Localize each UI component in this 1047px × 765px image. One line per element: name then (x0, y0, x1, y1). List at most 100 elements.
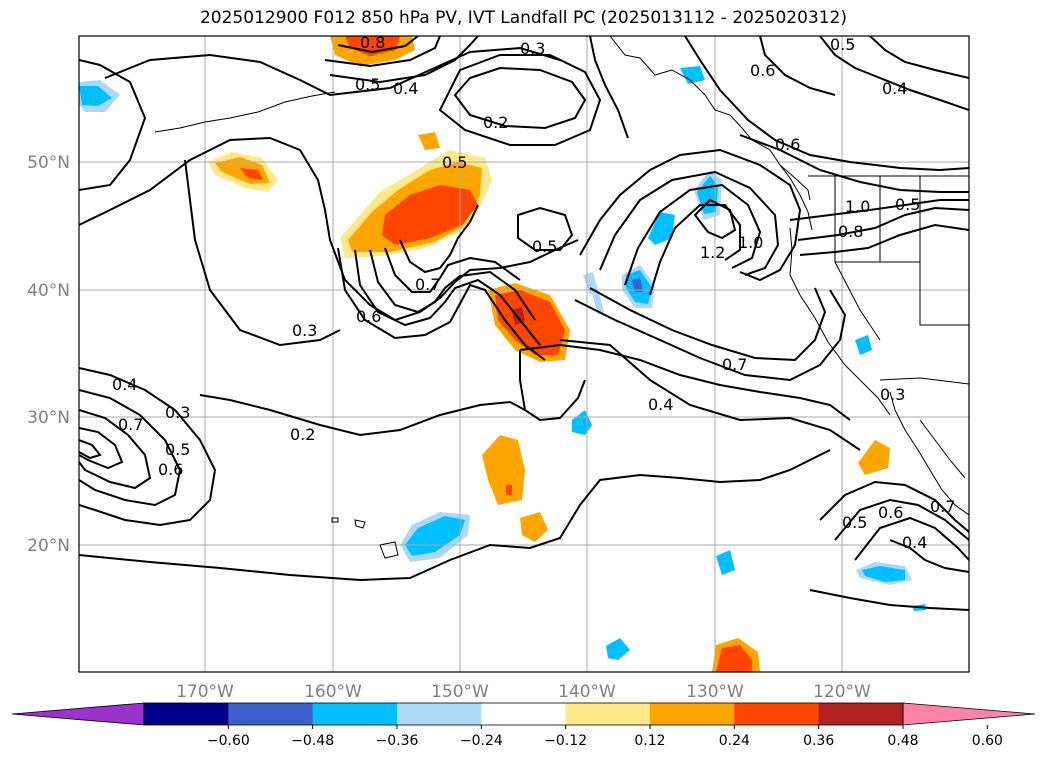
latitude-label: 30°N (27, 408, 70, 428)
coast-alaska (609, 36, 811, 201)
contour-label: 0.5 (532, 237, 557, 256)
contour-08 (589, 287, 827, 362)
contour-small-closed (517, 206, 574, 251)
contour-ridge-4 (649, 204, 741, 296)
contour-southeast-5 (889, 539, 969, 573)
contour-02-pocket (453, 66, 587, 130)
contour-long-south (519, 343, 851, 421)
latitude-label: 20°N (27, 536, 70, 556)
contour-label: 0.7 (118, 415, 143, 434)
colorbar-tick-label: −0.48 (291, 733, 334, 749)
contour-label: 0.2 (483, 113, 508, 132)
contour-ne-long-1 (684, 36, 969, 172)
contour-label: 0.8 (360, 33, 385, 52)
shade-positive-west-center (240, 168, 263, 180)
contour-ridge-3 (624, 183, 762, 286)
shade-negative-sliver (592, 290, 604, 315)
positive-pv-anomalies (208, 36, 890, 672)
coast-mexico (919, 419, 966, 479)
colorbar-tick-label: 0.36 (803, 733, 834, 749)
plot-frame (78, 35, 970, 673)
latitude-axis: 50°N 40°N 30°N 20°N (27, 153, 70, 556)
latitude-label: 50°N (27, 153, 70, 173)
colorbar-segment (481, 703, 567, 725)
contour-label: 0.5 (165, 440, 190, 459)
coast-baja (889, 391, 969, 516)
colorbar-tick-label: 0.60 (972, 733, 1003, 749)
contour-03-pocket (438, 54, 602, 146)
shade-negative-hawaii-core (405, 516, 465, 556)
colorbar-tick-label: −0.24 (460, 733, 503, 749)
shade-positive-east-central-core (495, 290, 565, 355)
contour-southeast-2 (834, 498, 969, 541)
shade-positive-south-small (520, 512, 548, 542)
shade-positive-east-central-dark (512, 307, 525, 325)
contour-southeast-4 (809, 589, 969, 611)
border-states-4 (834, 261, 881, 341)
colorbar-segment (144, 703, 229, 725)
contour-upper-east-1 (589, 36, 629, 139)
contour-label: 0.3 (292, 321, 317, 340)
colorbar-extend-low (11, 702, 145, 726)
negative-pv-anomalies (79, 66, 926, 660)
colorbar-tick-label: 0.24 (719, 733, 750, 749)
colorbar-tick-labels: −0.60 −0.48 −0.36 −0.24 −0.12 0.12 0.24 0.36 0.4… (207, 725, 1003, 749)
contour-label: 0.6 (158, 460, 183, 479)
colorbar (11, 702, 1036, 726)
contour-label: 0.3 (165, 403, 190, 422)
coast-us-west (789, 227, 891, 416)
contour-label: 0.6 (750, 61, 775, 80)
shade-negative-mexico-core (862, 566, 905, 582)
shade-negative-far-west-core (79, 86, 112, 106)
contour-sw-lobe-3 (79, 409, 152, 490)
contour-sw-lobe-1 (79, 367, 217, 527)
contour-central-lobe-b (354, 249, 541, 346)
contour-ne-05 (819, 36, 969, 111)
contour-06-top (337, 36, 419, 54)
contour-central-lobe-d (384, 247, 521, 293)
contour-label: 0.3 (520, 39, 545, 58)
contour-ne-long-4 (797, 206, 969, 241)
colorbar-segment (734, 703, 820, 725)
contour-sw-lobe-2 (79, 389, 182, 507)
shade-positive-central-core (382, 185, 478, 245)
longitude-label: 150°W (431, 682, 489, 702)
shade-negative-california (855, 335, 872, 355)
contour-label: 0.2 (290, 425, 315, 444)
shade-positive-south-core (506, 485, 512, 495)
contour-lines (79, 36, 969, 611)
colorbar-segment (397, 703, 482, 725)
coast-aleutians (154, 91, 336, 133)
colorbar-segment (650, 703, 735, 725)
contour-label: 0.7 (415, 275, 440, 294)
contour-label: 0.7 (722, 355, 747, 374)
coast-hawaii-1 (379, 541, 399, 559)
shade-negative-small-2 (716, 550, 735, 575)
border-states-2 (880, 261, 969, 326)
contour-ridge-2 (599, 170, 780, 276)
colorbar-tick-label: −0.36 (376, 733, 419, 749)
contour-label: 0.4 (648, 395, 673, 414)
contour-ne-06 (759, 36, 836, 96)
contour-03 (79, 136, 579, 322)
contour-central-lobe-e (399, 204, 479, 274)
contour-label: 0.6 (878, 503, 903, 522)
contour-main-eastern-ridge (579, 148, 802, 282)
colorbar-segment (312, 703, 398, 725)
contour-label: 0.5 (842, 513, 867, 532)
contour-02-mid (199, 394, 526, 437)
contour-label: 0.3 (880, 385, 905, 404)
shade-negative-small-1 (648, 212, 675, 245)
contour-label: 0.4 (902, 533, 927, 552)
contour-label: 0.5 (895, 195, 920, 214)
longitude-label: 130°W (686, 682, 744, 702)
contour-label: 0.6 (775, 135, 800, 154)
colorbar-tick-label: 0.12 (634, 733, 665, 749)
longitude-axis: 170°W 160°W 150°W 140°W 130°W 120°W (176, 682, 871, 702)
contour-ne-04 (869, 36, 969, 79)
colorbar-segment (228, 703, 314, 725)
colorbar-frame (143, 702, 904, 726)
colorbar-tick-label: −0.12 (544, 733, 587, 749)
contour-label: 0.4 (112, 375, 137, 394)
contour-label: 0.5 (355, 75, 380, 94)
